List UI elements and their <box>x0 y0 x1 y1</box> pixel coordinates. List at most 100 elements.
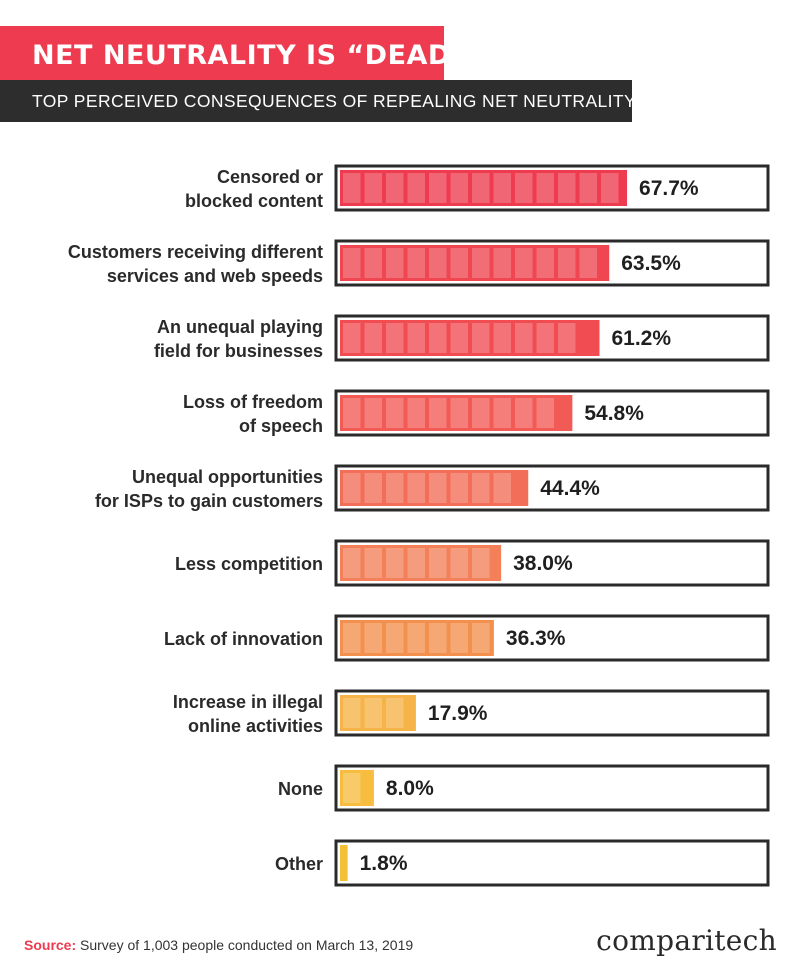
value-label: 36.3% <box>506 627 566 650</box>
value-label: 1.8% <box>360 852 408 875</box>
bar-segment <box>429 173 447 203</box>
bar-segment <box>386 473 404 503</box>
category-label: field for businesses <box>154 341 323 361</box>
bar-segment <box>429 323 447 353</box>
bar-segment <box>343 473 361 503</box>
bar-segment <box>515 173 533 203</box>
bar <box>340 395 573 431</box>
bar-segment <box>364 173 382 203</box>
bar-segment <box>364 323 382 353</box>
bar-segment <box>429 248 447 278</box>
bar-segment <box>450 248 468 278</box>
category-label: of speech <box>239 416 323 436</box>
bar-segment <box>364 698 382 728</box>
bar <box>340 545 502 581</box>
source-note: Source: Survey of 1,003 people conducted… <box>24 937 413 953</box>
bar-segment <box>343 323 361 353</box>
bar-segment <box>450 473 468 503</box>
category-label: Unequal opportunities <box>132 467 323 487</box>
bar-segment <box>407 398 425 428</box>
bar-segment <box>429 623 447 653</box>
value-label: 63.5% <box>621 252 681 275</box>
bar <box>340 620 494 656</box>
value-label: 54.8% <box>584 402 644 425</box>
bar-segment <box>364 623 382 653</box>
value-label: 17.9% <box>428 702 488 725</box>
bar-segment <box>364 398 382 428</box>
bar-segment <box>407 473 425 503</box>
bar-segment <box>579 173 597 203</box>
bar-segment <box>364 473 382 503</box>
bar-segment <box>343 173 361 203</box>
bar-segment <box>364 248 382 278</box>
category-label: An unequal playing <box>157 317 323 337</box>
chart-title: NET NEUTRALITY IS “DEAD” <box>32 39 470 71</box>
bar-segment <box>536 398 554 428</box>
bar-segment <box>472 398 490 428</box>
bar-segment <box>364 548 382 578</box>
value-label: 44.4% <box>540 477 600 500</box>
bar <box>340 245 610 281</box>
bar-segment <box>386 398 404 428</box>
bar-segment <box>472 323 490 353</box>
bar-segment <box>450 398 468 428</box>
bar-segment <box>472 548 490 578</box>
category-label: Increase in illegal <box>173 692 323 712</box>
bar-segment <box>493 173 511 203</box>
bar-segment <box>407 548 425 578</box>
category-label: Censored or <box>217 167 323 187</box>
bar-segment <box>601 173 619 203</box>
chart-subtitle: TOP PERCEIVED CONSEQUENCES OF REPEALING … <box>32 90 637 111</box>
bar-segment <box>407 623 425 653</box>
bar-track <box>334 839 770 887</box>
value-label: 8.0% <box>386 777 434 800</box>
bar-segment <box>515 248 533 278</box>
source-label: Source: <box>24 937 77 953</box>
bar-segment <box>386 323 404 353</box>
bar-segment <box>386 173 404 203</box>
bar-segment <box>407 173 425 203</box>
category-label: Lack of innovation <box>164 629 323 649</box>
bar-segment <box>515 323 533 353</box>
bar-segment <box>386 698 404 728</box>
category-label: services and web speeds <box>107 266 323 286</box>
category-label: None <box>278 779 323 799</box>
bar-segment <box>515 398 533 428</box>
bar-segment <box>343 398 361 428</box>
bar-segment <box>472 248 490 278</box>
value-label: 67.7% <box>639 177 699 200</box>
category-label: Loss of freedom <box>183 392 323 412</box>
bar-segment <box>429 398 447 428</box>
bar-segment <box>558 173 576 203</box>
bar-segment <box>450 173 468 203</box>
category-label: Other <box>275 854 323 874</box>
bar <box>340 845 348 881</box>
bar-segment <box>450 323 468 353</box>
bar-segment <box>429 473 447 503</box>
category-label: online activities <box>188 716 323 736</box>
bar <box>340 770 374 806</box>
bar-segment <box>558 323 576 353</box>
bar-segment <box>386 548 404 578</box>
title-banner: NET NEUTRALITY IS “DEAD” <box>0 26 469 84</box>
category-label: blocked content <box>185 191 323 211</box>
subtitle-banner: TOP PERCEIVED CONSEQUENCES OF REPEALING … <box>0 80 636 122</box>
bar-segment <box>536 323 554 353</box>
bar-segment <box>386 248 404 278</box>
category-label: Less competition <box>175 554 323 574</box>
bar-segment <box>343 548 361 578</box>
bar-segment <box>450 548 468 578</box>
category-label: for ISPs to gain customers <box>95 491 323 511</box>
value-label: 38.0% <box>513 552 573 575</box>
bar <box>340 470 529 506</box>
bar <box>340 320 600 356</box>
bar-segment <box>472 473 490 503</box>
bar <box>340 695 416 731</box>
bar-segment <box>450 623 468 653</box>
bar-segment <box>407 248 425 278</box>
source-text: Survey of 1,003 people conducted on Marc… <box>76 937 414 953</box>
bar-segment <box>493 398 511 428</box>
bar-segment <box>429 548 447 578</box>
bar-segment <box>472 173 490 203</box>
